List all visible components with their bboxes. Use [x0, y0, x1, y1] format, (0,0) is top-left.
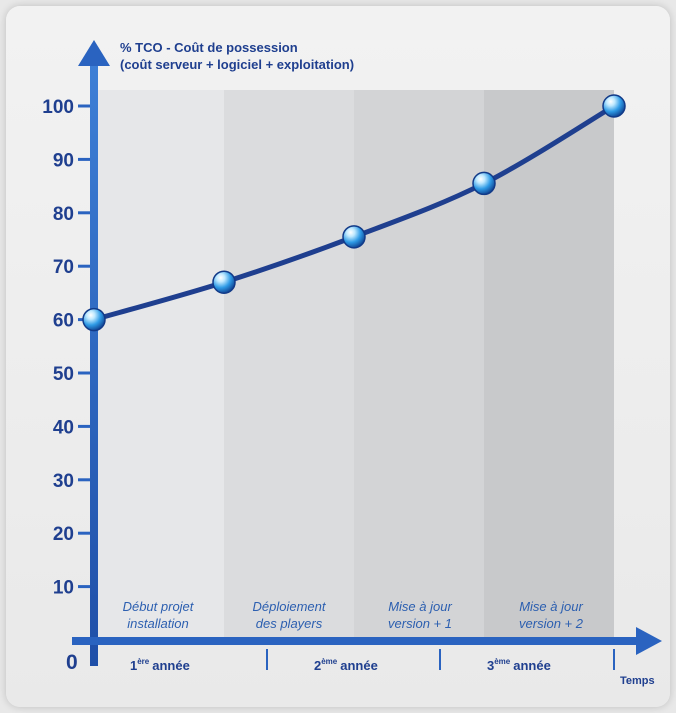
y-axis-title-line2: (coût serveur + logiciel + exploitation) — [120, 57, 354, 72]
phase-1-line2: installation — [127, 616, 188, 631]
year-3-label: 3ème année — [487, 657, 551, 673]
x-axis — [72, 637, 640, 645]
x-axis-label: Temps — [620, 675, 655, 687]
y-tick-label: 60 — [53, 311, 74, 332]
y-tick-label: 90 — [53, 150, 74, 171]
y-tick-label: 80 — [53, 204, 74, 225]
data-point — [82, 307, 106, 332]
y-axis-arrowhead — [78, 40, 110, 66]
y-tick-label: 40 — [53, 417, 74, 438]
data-point — [472, 171, 496, 196]
phase-4-line2: version + 2 — [519, 616, 584, 631]
y-tick-label: 100 — [42, 97, 74, 118]
y-axis — [90, 62, 98, 666]
y-tick-label: 10 — [53, 578, 74, 599]
data-point — [342, 225, 366, 249]
y-tick-label: 70 — [53, 257, 74, 278]
phase-3-line2: version + 1 — [388, 616, 452, 631]
y-tick-label: 50 — [53, 364, 74, 385]
phase-2-line2: des players — [256, 616, 323, 631]
phase-1-line1: Début projet — [123, 599, 195, 614]
y-axis-title-line1: % TCO - Coût de possession — [120, 40, 298, 55]
x-axis-arrowhead — [636, 627, 662, 655]
origin-label: 0 — [66, 651, 78, 674]
year-2-label: 2ème année — [314, 657, 378, 673]
phase-band — [94, 90, 224, 637]
year-1-label: 1ère année — [130, 657, 190, 673]
y-tick-label: 30 — [53, 471, 74, 492]
data-point — [602, 94, 626, 118]
phase-3-line1: Mise à jour — [388, 599, 452, 614]
phase-band — [224, 90, 354, 637]
phase-2-line1: Déploiement — [253, 599, 327, 614]
phase-band — [484, 90, 614, 637]
data-point — [212, 270, 236, 294]
phase-4-line1: Mise à jour — [519, 599, 583, 614]
phase-band — [354, 90, 484, 637]
y-tick-label: 20 — [53, 524, 74, 545]
